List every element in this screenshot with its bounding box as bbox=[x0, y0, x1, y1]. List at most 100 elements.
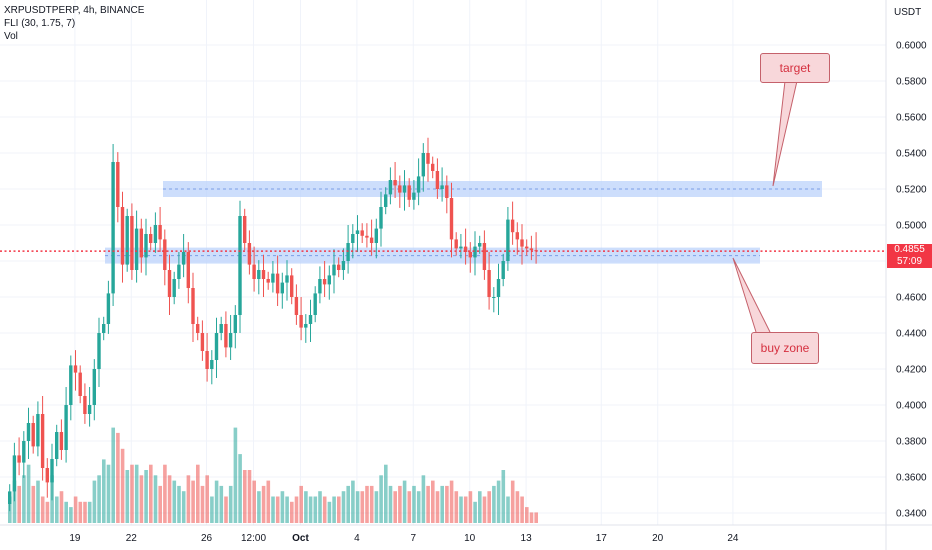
volume-bars bbox=[8, 427, 538, 523]
candle-body bbox=[214, 333, 219, 360]
time-tick-label: 7 bbox=[411, 533, 417, 544]
volume-bar bbox=[106, 464, 111, 523]
volume-bar bbox=[510, 480, 515, 523]
volume-bar bbox=[12, 480, 17, 523]
candle-body bbox=[492, 297, 496, 298]
volume-bar bbox=[45, 501, 50, 523]
volume-bar bbox=[78, 501, 83, 523]
price-tick-label: 0.5000 bbox=[896, 221, 927, 232]
volume-bar bbox=[261, 485, 266, 523]
candle-body bbox=[322, 279, 327, 285]
price-candles bbox=[8, 137, 538, 512]
volume-bar bbox=[529, 512, 534, 523]
volume-bar bbox=[416, 491, 421, 523]
volume-bar bbox=[17, 485, 21, 523]
candle-body bbox=[412, 192, 416, 200]
volume-bar bbox=[134, 464, 139, 523]
candle-body bbox=[285, 275, 289, 283]
volume-bar bbox=[26, 464, 31, 523]
volume-bar bbox=[487, 491, 491, 523]
candle-body bbox=[73, 365, 78, 373]
candle-body bbox=[134, 228, 139, 270]
candle-body bbox=[308, 315, 313, 324]
volume-bar bbox=[271, 496, 275, 523]
volume-bar bbox=[468, 491, 473, 523]
volume-bar bbox=[120, 448, 125, 523]
candle-body bbox=[163, 239, 167, 270]
time-tick-label: 17 bbox=[596, 533, 608, 544]
volume-bar bbox=[435, 491, 440, 523]
volume-bar bbox=[388, 485, 393, 523]
volume-bar bbox=[515, 491, 520, 523]
volume-bar bbox=[327, 501, 332, 523]
current-price-value: 0.4855 bbox=[894, 244, 925, 255]
volume-bar bbox=[111, 427, 115, 523]
volume-bar bbox=[299, 485, 303, 523]
candle-body bbox=[529, 248, 534, 251]
price-tick-label: 0.4600 bbox=[896, 293, 927, 304]
volume-bar bbox=[31, 485, 36, 523]
volume-bar bbox=[473, 501, 477, 523]
candle-body bbox=[525, 246, 529, 249]
candle-body bbox=[445, 185, 449, 198]
indicator-label: FLI (30, 1.75, 7) bbox=[4, 18, 76, 29]
candle-body bbox=[431, 163, 435, 171]
volume-bar bbox=[313, 496, 318, 523]
candle-body bbox=[50, 459, 54, 483]
price-tick-label: 0.4400 bbox=[896, 329, 927, 340]
volume-bar bbox=[257, 491, 261, 523]
volume-bar bbox=[36, 480, 40, 523]
volume-bar bbox=[398, 485, 402, 523]
volume-bar bbox=[355, 491, 360, 523]
volume-bar bbox=[200, 485, 205, 523]
volume-bar bbox=[275, 496, 280, 523]
candle-body bbox=[463, 246, 468, 252]
price-tick-label: 0.4000 bbox=[896, 401, 927, 412]
volume-bar bbox=[407, 491, 412, 523]
volume-bar bbox=[525, 507, 529, 523]
candle-body bbox=[313, 293, 317, 315]
candle-body bbox=[238, 216, 242, 315]
candle-body bbox=[478, 243, 482, 247]
time-tick-label: 10 bbox=[464, 533, 476, 544]
volume-bar bbox=[454, 491, 459, 523]
candle-body bbox=[120, 207, 125, 265]
volume-label: Vol bbox=[4, 31, 18, 42]
candle-body bbox=[196, 324, 200, 333]
target-callout[interactable]: target bbox=[760, 53, 830, 83]
candle-body bbox=[224, 324, 228, 348]
buy-zone bbox=[105, 247, 760, 264]
candle-body bbox=[351, 234, 355, 243]
volume-bar bbox=[149, 464, 153, 523]
volume-bar bbox=[228, 485, 233, 523]
volume-bar bbox=[247, 470, 252, 523]
volume-bar bbox=[478, 491, 482, 523]
chart-legend: XRPUSDTPERP, 4h, BINANCE FLI (30, 1.75, … bbox=[4, 4, 144, 43]
candle-body bbox=[384, 194, 388, 207]
volume-bar bbox=[421, 475, 426, 523]
candle-body bbox=[153, 225, 158, 243]
candle-body bbox=[40, 414, 45, 468]
candle-body bbox=[421, 153, 425, 177]
volume-bar bbox=[280, 491, 285, 523]
volume-bar bbox=[445, 485, 449, 523]
volume-bar bbox=[83, 501, 87, 523]
candle-body bbox=[332, 264, 336, 276]
volume-bar bbox=[426, 485, 430, 523]
candle-body bbox=[318, 279, 322, 294]
candle-body bbox=[191, 288, 195, 324]
volume-bar bbox=[412, 485, 416, 523]
candle-body bbox=[304, 324, 308, 328]
candle-body bbox=[219, 324, 223, 333]
buy-zone-callout[interactable]: buy zone bbox=[751, 332, 819, 364]
volume-bar bbox=[393, 491, 397, 523]
current-price-tag: 0.4855 57:09 bbox=[887, 244, 932, 268]
candle-body bbox=[379, 207, 383, 229]
candle-body bbox=[266, 279, 270, 283]
symbol-label: XRPUSDTPERP, 4h, BINANCE bbox=[4, 5, 145, 16]
candle-body bbox=[17, 455, 21, 463]
volume-bar bbox=[266, 480, 271, 523]
volume-bar bbox=[431, 480, 435, 523]
candle-body bbox=[355, 230, 360, 234]
